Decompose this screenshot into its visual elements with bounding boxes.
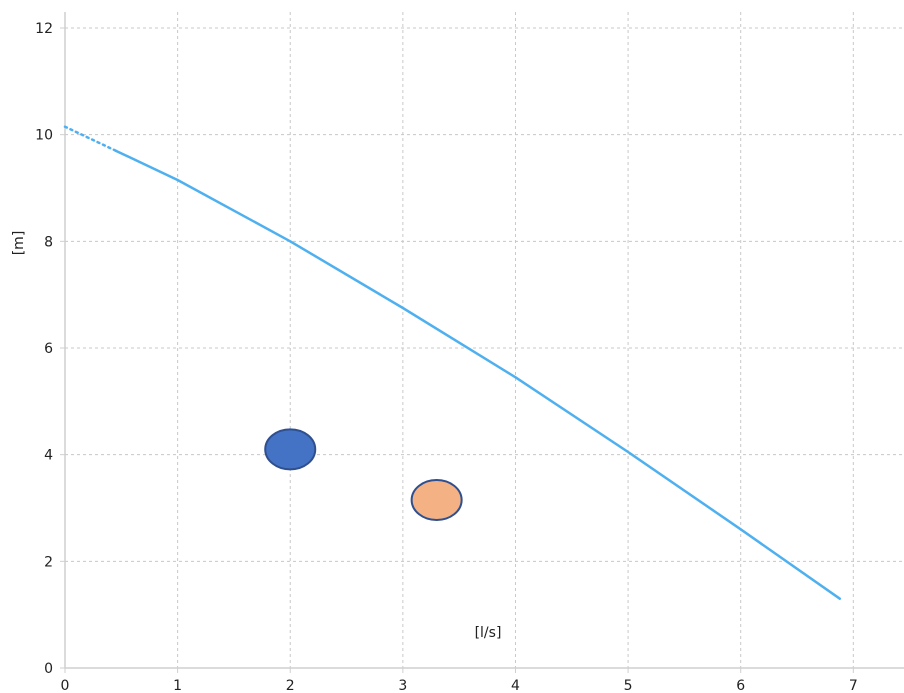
- y-tick-label: 6: [44, 341, 53, 357]
- y-tick-label: 8: [44, 234, 53, 250]
- y-tick-label: 2: [44, 554, 53, 570]
- x-tick-label: 4: [511, 678, 520, 693]
- x-tick-label: 0: [61, 678, 70, 693]
- y-tick-label: 0: [44, 661, 53, 677]
- curve-line: [114, 149, 842, 600]
- axes: [64, 12, 904, 669]
- curve-extrapolated-segment: [63, 125, 117, 152]
- y-tick-label: 12: [35, 21, 53, 37]
- x-tick-label: 1: [173, 678, 182, 693]
- markers: [264, 428, 463, 521]
- y-tick-label: 10: [35, 128, 53, 144]
- x-tick-label: 2: [286, 678, 295, 693]
- x-tick-label: 7: [849, 678, 858, 693]
- grid: [60, 12, 904, 673]
- y-axis-label: [m]: [11, 231, 27, 256]
- y-tick-label: 4: [44, 448, 53, 464]
- x-axis-label: [l/s]: [475, 625, 502, 641]
- blue-marker: [264, 428, 317, 471]
- x-tick-label: 3: [398, 678, 407, 693]
- x-tick-label: 5: [624, 678, 633, 693]
- x-tick-label: 6: [736, 678, 745, 693]
- orange-marker: [410, 479, 463, 521]
- series: [63, 125, 842, 600]
